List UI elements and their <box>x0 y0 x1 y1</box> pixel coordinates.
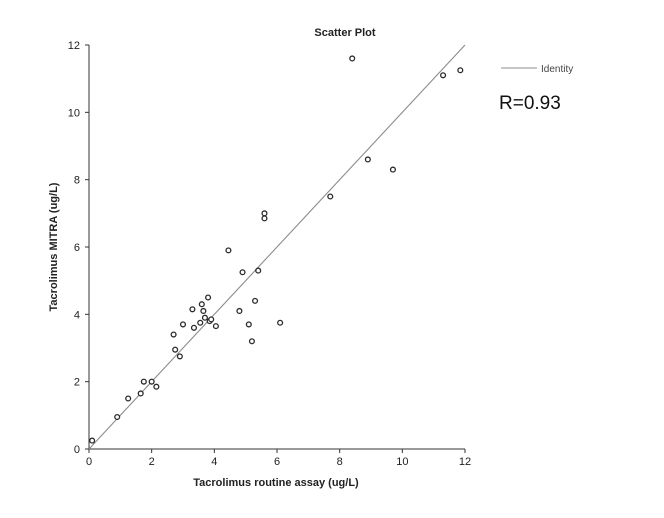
data-point <box>197 319 204 326</box>
data-point <box>252 297 259 304</box>
data-point <box>440 72 447 79</box>
data-point <box>114 413 121 421</box>
data-point <box>364 156 371 163</box>
x-tick-label: 0 <box>86 456 92 468</box>
data-point <box>189 306 196 313</box>
data-point <box>225 247 232 254</box>
data-point <box>261 210 268 217</box>
legend: Identity <box>501 64 573 75</box>
y-tick-label: 6 <box>74 242 80 254</box>
data-point <box>255 267 262 274</box>
y-tick-label: 0 <box>74 444 80 456</box>
y-tick-label: 8 <box>74 175 80 187</box>
data-point <box>201 314 208 321</box>
data-point <box>198 301 205 308</box>
y-axis-label: Tacrolimus MITRA (ug/L) <box>48 182 60 311</box>
y-tick-label: 12 <box>68 40 80 52</box>
y-tick-label: 10 <box>68 107 80 119</box>
data-point <box>261 215 268 222</box>
data-point <box>208 316 215 323</box>
data-point <box>176 353 183 360</box>
data-point <box>190 324 198 331</box>
data-point <box>125 395 132 402</box>
data-point <box>137 390 144 397</box>
data-point <box>327 193 334 200</box>
data-point <box>245 321 252 328</box>
y-ticks: 0 2 4 6 8 10 12 <box>68 40 89 456</box>
data-point <box>212 323 219 330</box>
data-point <box>172 346 179 353</box>
x-tick-label: 6 <box>274 456 280 468</box>
chart-title: Scatter Plot <box>314 27 375 39</box>
x-tick-label: 10 <box>396 456 408 468</box>
data-point <box>148 378 155 385</box>
legend-identity-label: Identity <box>541 64 573 75</box>
x-axis-label: Tacrolimus routine assay (ug/L) <box>193 477 359 489</box>
x-ticks: 0 2 4 6 8 10 12 <box>86 449 471 468</box>
x-tick-label: 8 <box>337 456 343 468</box>
data-point <box>153 383 160 390</box>
data-point <box>179 321 187 328</box>
data-points <box>89 55 464 444</box>
x-tick-label: 12 <box>459 456 471 468</box>
correlation-annotation: R=0.93 <box>499 93 561 114</box>
data-point <box>170 331 177 338</box>
data-point <box>239 269 246 276</box>
data-point <box>457 67 464 74</box>
data-point <box>140 378 147 385</box>
x-tick-label: 4 <box>211 456 217 468</box>
data-point <box>389 166 396 173</box>
data-point <box>349 55 356 62</box>
x-tick-label: 2 <box>149 456 155 468</box>
data-point <box>277 319 284 326</box>
data-point <box>205 294 212 301</box>
data-point <box>200 307 207 315</box>
data-point <box>248 338 255 345</box>
y-tick-label: 4 <box>74 309 80 321</box>
data-point <box>89 437 96 444</box>
identity-line <box>88 44 466 450</box>
y-tick-label: 2 <box>74 377 80 389</box>
data-point <box>236 307 243 315</box>
